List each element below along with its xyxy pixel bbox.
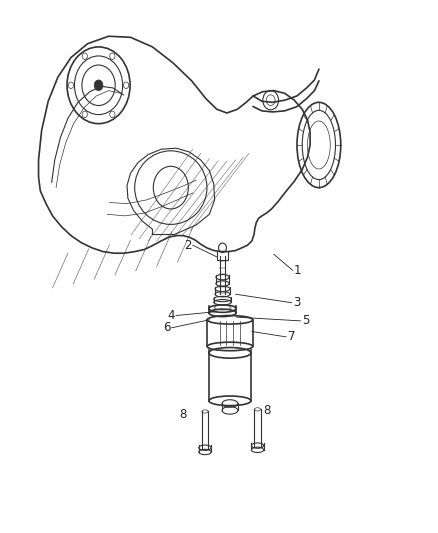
Bar xyxy=(217,251,228,260)
Text: 5: 5 xyxy=(302,314,309,327)
Circle shape xyxy=(94,80,103,91)
Text: 4: 4 xyxy=(167,309,175,322)
Text: 8: 8 xyxy=(180,408,187,421)
Text: 3: 3 xyxy=(293,296,300,309)
Text: 2: 2 xyxy=(184,239,191,252)
Text: 6: 6 xyxy=(162,321,170,334)
Text: 1: 1 xyxy=(294,264,302,277)
Text: 7: 7 xyxy=(287,330,295,343)
Text: 8: 8 xyxy=(264,404,271,417)
